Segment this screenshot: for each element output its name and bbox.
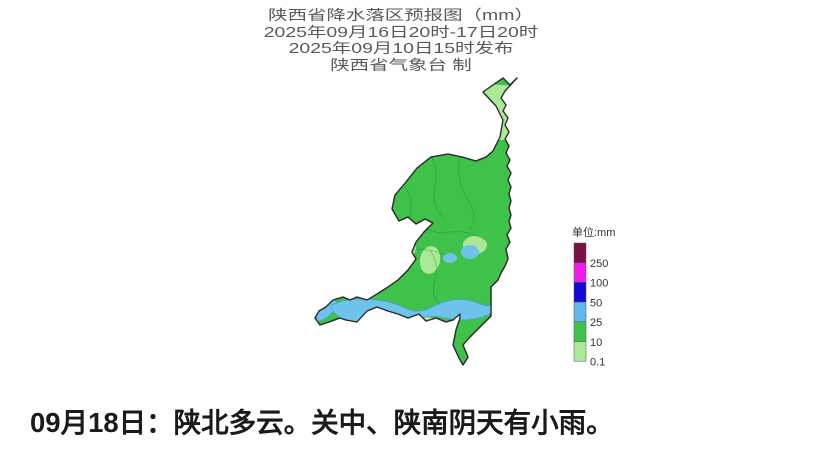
svg-text:单位:mm: 单位:mm (572, 225, 615, 239)
svg-text:100: 100 (590, 278, 608, 290)
svg-text:50: 50 (590, 297, 602, 309)
svg-text:0.1: 0.1 (590, 357, 605, 369)
svg-text:10: 10 (590, 337, 602, 349)
svg-text:250: 250 (590, 258, 608, 270)
svg-text:25: 25 (590, 317, 602, 329)
